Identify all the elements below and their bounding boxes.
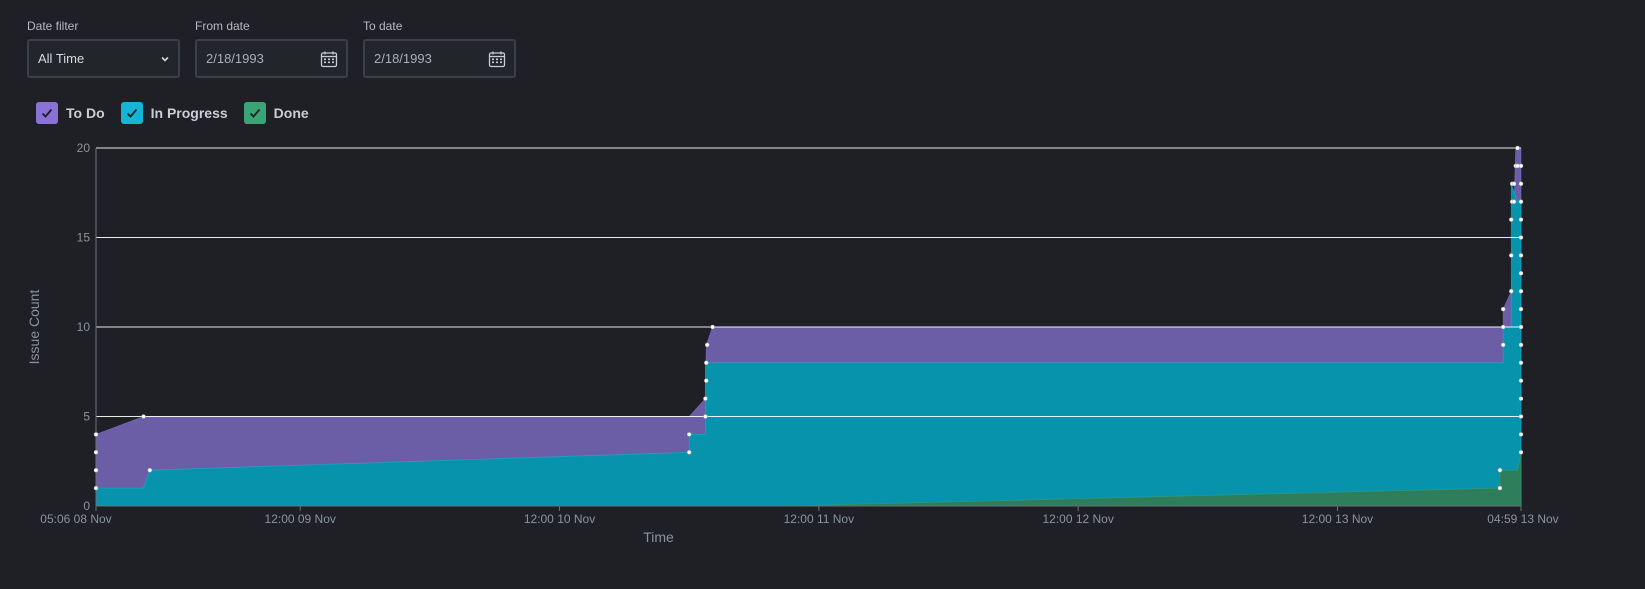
data-point[interactable] <box>142 415 146 419</box>
data-point[interactable] <box>1512 182 1516 186</box>
data-point[interactable] <box>1501 307 1505 311</box>
y-tick-label: 0 <box>83 499 90 513</box>
y-tick-label: 5 <box>83 410 90 424</box>
y-axis-title: Issue Count <box>26 290 42 365</box>
data-point[interactable] <box>1519 236 1523 240</box>
x-tick-label: 05:06 08 Nov <box>40 512 111 526</box>
data-point[interactable] <box>94 486 98 490</box>
data-point[interactable] <box>1519 379 1523 383</box>
data-point[interactable] <box>1519 271 1523 275</box>
data-point[interactable] <box>1498 468 1502 472</box>
data-point[interactable] <box>94 468 98 472</box>
y-axis-ticks: 0 5 10 15 20 <box>77 141 91 513</box>
data-point[interactable] <box>1509 253 1513 257</box>
data-point[interactable] <box>1498 486 1502 490</box>
data-point[interactable] <box>1509 218 1513 222</box>
x-tick-label: 12:00 10 Nov <box>524 512 595 526</box>
data-point[interactable] <box>1519 361 1523 365</box>
y-tick-label: 20 <box>77 141 91 155</box>
data-point[interactable] <box>687 450 691 454</box>
data-point[interactable] <box>1519 325 1523 329</box>
data-point[interactable] <box>1519 432 1523 436</box>
data-point[interactable] <box>1519 182 1523 186</box>
data-point[interactable] <box>703 415 707 419</box>
data-point[interactable] <box>1501 325 1505 329</box>
data-point[interactable] <box>1516 146 1520 150</box>
data-point[interactable] <box>1519 164 1523 168</box>
data-point[interactable] <box>1512 200 1516 204</box>
x-axis-title: Time <box>643 529 674 545</box>
data-point[interactable] <box>94 450 98 454</box>
data-point[interactable] <box>703 397 707 401</box>
data-point[interactable] <box>711 325 715 329</box>
data-point[interactable] <box>1519 200 1523 204</box>
data-point[interactable] <box>1519 253 1523 257</box>
data-point[interactable] <box>1509 289 1513 293</box>
data-point[interactable] <box>1519 289 1523 293</box>
data-point[interactable] <box>687 432 691 436</box>
data-point[interactable] <box>1501 343 1505 347</box>
data-point[interactable] <box>1519 450 1523 454</box>
x-tick-label: 04:59 13 Nov <box>1487 512 1558 526</box>
x-tick-label: 12:00 13 Nov <box>1302 512 1373 526</box>
x-tick-label: 12:00 12 Nov <box>1042 512 1113 526</box>
data-point[interactable] <box>1519 415 1523 419</box>
data-point[interactable] <box>705 343 709 347</box>
data-point[interactable] <box>1519 218 1523 222</box>
data-point[interactable] <box>94 432 98 436</box>
data-point[interactable] <box>1519 307 1523 311</box>
x-tick-label: 12:00 11 Nov <box>784 512 855 526</box>
y-tick-label: 10 <box>77 320 91 334</box>
data-point[interactable] <box>1519 397 1523 401</box>
x-axis-ticks: 05:06 08 Nov 12:00 09 Nov 12:00 10 Nov 12:0… <box>40 506 1558 526</box>
data-point[interactable] <box>1519 343 1523 347</box>
data-point[interactable] <box>148 468 152 472</box>
data-point[interactable] <box>704 379 708 383</box>
y-tick-label: 15 <box>77 231 91 245</box>
data-point[interactable] <box>704 361 708 365</box>
x-tick-label: 12:00 09 Nov <box>265 512 336 526</box>
